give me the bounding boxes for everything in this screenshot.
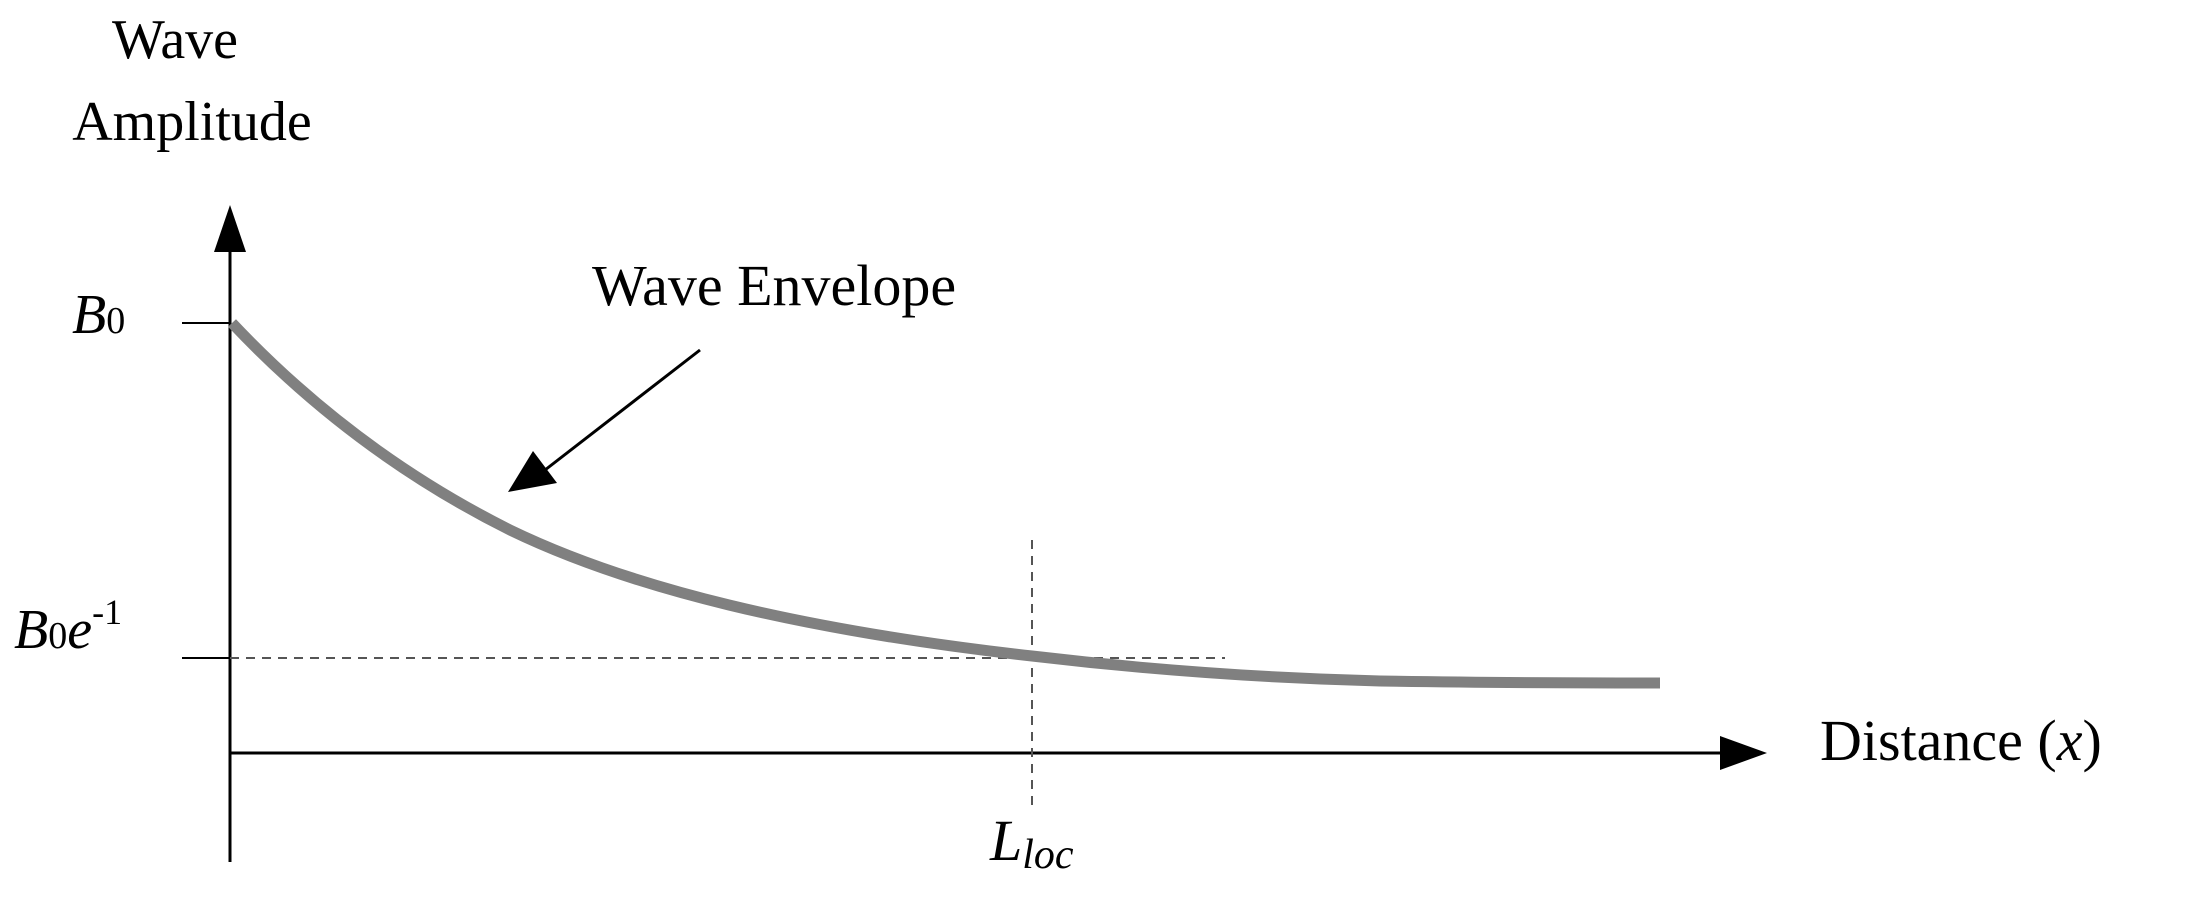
wave-envelope-curve	[228, 319, 1661, 689]
x-axis-arrowhead	[1720, 736, 1767, 770]
annotation-arrowhead	[508, 451, 557, 492]
y-axis-title-line1: Wave	[112, 9, 238, 71]
annotation-arrow-line	[544, 348, 701, 472]
y-axis-arrowhead	[214, 205, 246, 252]
y-tick-label-b0e: B0e-1	[14, 592, 122, 661]
y-axis-title-line2: Amplitude	[72, 91, 312, 153]
x-axis-title: Distance (x)	[1820, 708, 2102, 773]
wave-envelope-label: Wave Envelope	[592, 253, 956, 318]
y-tick-label-b0: B0	[72, 284, 125, 346]
x-marker-label-lloc: Lloc	[989, 808, 1074, 878]
